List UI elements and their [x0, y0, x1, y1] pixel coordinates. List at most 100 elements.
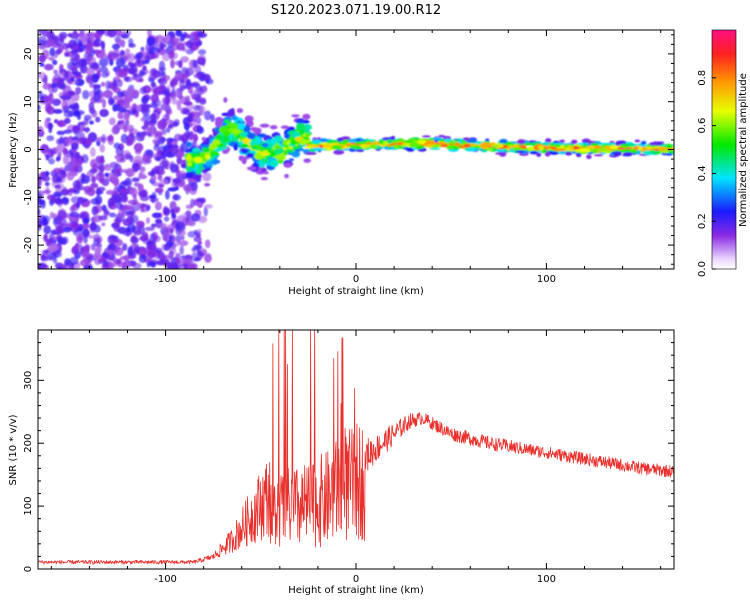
spectrogram-cell	[193, 244, 203, 250]
spectrogram-cell	[62, 226, 72, 233]
spectrogram-cell	[117, 111, 124, 120]
spectrogram-cell	[137, 247, 148, 257]
spectrogram-cell	[333, 149, 345, 155]
spectrogram-cell	[246, 152, 255, 158]
spectrogram-cell	[582, 144, 588, 148]
spectrogram-cell	[649, 149, 657, 154]
spectrogram-cell	[141, 231, 149, 239]
spectrogram-cell	[123, 195, 128, 200]
spectrogram-cell	[479, 142, 491, 147]
spectrogram-cell	[474, 145, 481, 150]
spectrogram-cell	[192, 148, 201, 153]
spectrogram-cell	[113, 221, 120, 232]
spectrogram-cell	[80, 259, 90, 267]
spectrogram-cell	[165, 90, 170, 97]
spectrogram-cell	[516, 139, 526, 145]
spectrogram-cell	[41, 175, 51, 182]
spectrogram-cell	[139, 190, 148, 198]
spectrogram-cell	[544, 151, 551, 157]
spectrogram-cell	[175, 238, 181, 247]
spectrogram-cell	[175, 252, 181, 259]
spectrogram-cell	[131, 162, 140, 172]
spectrogram-cell	[92, 73, 99, 80]
spectrogram-cell	[127, 124, 134, 132]
spectrogram-cell	[90, 228, 95, 233]
spectrogram-cell	[147, 171, 156, 177]
spectrogram-cell	[236, 108, 244, 114]
spectrogram-cell	[78, 136, 88, 142]
spectrogram-cell	[463, 143, 471, 148]
spectrogram-cell	[578, 148, 591, 153]
spectrogram-cell	[222, 135, 230, 143]
spectrogram-cell	[254, 152, 263, 160]
spectrogram-cell	[91, 176, 97, 184]
spectrogram-cell	[269, 125, 278, 130]
spectrogram-cell	[109, 200, 116, 207]
spectrogram-cell	[72, 125, 81, 131]
spectrogram-cell	[187, 84, 193, 94]
spectrogram-cell	[102, 259, 109, 268]
spectrogram-cell	[573, 146, 580, 150]
spectrogram-cell	[116, 91, 125, 98]
spectrogram-cell	[133, 155, 143, 164]
spectrogram-cell	[551, 144, 562, 148]
spectrogram-cell	[462, 137, 470, 141]
spectrogram-cell	[518, 152, 529, 156]
spectrogram-cell	[172, 177, 182, 184]
spectrogram-cell	[621, 154, 632, 157]
spectrogram-cell	[108, 117, 116, 126]
spectrogram-cell	[148, 46, 156, 55]
spectrogram-cell	[269, 159, 279, 168]
snr-y-tick-label: 100	[23, 497, 34, 516]
spectrogram-cell	[180, 235, 185, 241]
spectrogram-cell	[43, 95, 52, 106]
spectrogram-cell	[169, 200, 177, 211]
spectrogram-cell	[103, 30, 112, 37]
spectrogram-cell	[122, 204, 133, 211]
spectrogram-cell	[42, 82, 52, 90]
spectrogram-cell	[81, 228, 90, 238]
spectrogram-cell	[106, 135, 114, 142]
spectrogram-cell	[173, 133, 183, 142]
spectrogram-cell	[171, 78, 179, 86]
spectrogram-cell	[54, 37, 65, 47]
colorbar-frame	[711, 29, 737, 270]
spectrogram-cell	[93, 92, 101, 102]
spectrogram-cell	[196, 228, 202, 234]
spectrogram-cell	[348, 138, 357, 143]
spectrogram-cell	[214, 119, 223, 128]
spectrogram-cell	[38, 214, 45, 220]
spectrogram-cell	[145, 217, 151, 224]
spectrogram-cell	[150, 223, 157, 228]
spectrogram-cell	[452, 146, 460, 150]
spectrogram-cell	[170, 59, 175, 69]
spectrogram-cell	[127, 199, 138, 205]
spectrogram-cell	[197, 252, 205, 257]
spectrogram-cell	[46, 255, 54, 261]
spectrogram-cell	[125, 210, 133, 216]
spectrogram-cell	[138, 254, 147, 263]
spectrogram-cell	[146, 243, 157, 250]
spectrogram-cell	[586, 154, 592, 160]
spectrogram-cell	[586, 145, 596, 149]
spectrogram-cell	[164, 259, 170, 264]
spectrogram-cell	[63, 129, 73, 134]
spectrogram-cell	[170, 208, 175, 218]
spectrogram-cell	[303, 158, 312, 163]
spectrogram-cell	[183, 122, 190, 131]
spectrogram-cell	[222, 149, 229, 154]
spectrogram-cell	[549, 151, 559, 155]
spectrogram-cell	[143, 104, 153, 109]
spectrogram-cell	[114, 246, 124, 256]
spectrogram-cell	[630, 150, 639, 154]
spectrogram-cell	[56, 79, 65, 88]
spectrogram-cell	[201, 136, 207, 142]
spectrogram-cell	[197, 54, 207, 65]
chart-title: S120.2023.071.19.00.R12	[271, 3, 441, 18]
spectrogram-cell	[110, 174, 119, 185]
spectrogram-cell	[69, 156, 77, 167]
spectrogram-cell	[121, 150, 132, 160]
spectrogram-cell	[101, 98, 107, 109]
spectrogram-cell	[432, 137, 442, 141]
snr-x-tick-label: 100	[537, 574, 556, 585]
